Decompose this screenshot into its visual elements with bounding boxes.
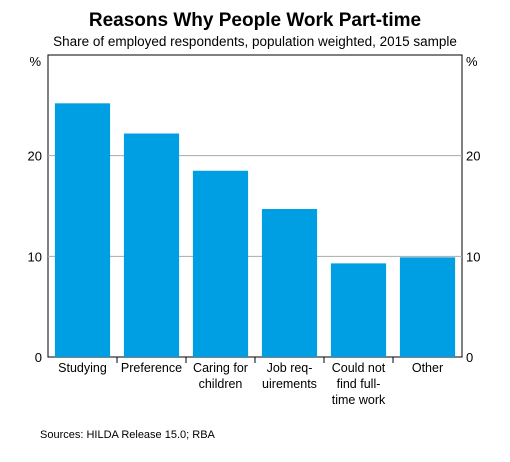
x-tick-label: Preference xyxy=(121,361,182,375)
chart-subtitle: Share of employed respondents, populatio… xyxy=(53,34,457,49)
gridlines xyxy=(48,155,462,257)
x-tick-label: Caring for children xyxy=(193,361,248,391)
y-tick-label-left: 10 xyxy=(28,249,42,264)
bar xyxy=(192,170,249,357)
x-tick-label: Other xyxy=(412,361,443,375)
y-tick-labels: 0 0 10 10 20 20 xyxy=(28,149,481,365)
x-tick-labels: Studying Preference Caring for children Job … xyxy=(58,361,443,407)
chart-title: Reasons Why People Work Part-time xyxy=(89,10,421,31)
x-tick-label: Could not find full-time work xyxy=(332,361,386,407)
y-axis-unit-left: % xyxy=(29,54,41,69)
x-tick-label: Studying xyxy=(58,361,107,375)
bar xyxy=(330,263,387,357)
bar xyxy=(54,103,111,357)
y-tick-label-right: 0 xyxy=(466,350,473,365)
y-axis-unit-right: % xyxy=(466,54,478,69)
y-tick-label-right: 20 xyxy=(466,149,480,164)
tick-marks xyxy=(116,357,394,363)
x-tick-label: Job req-uirements xyxy=(262,361,317,391)
bars xyxy=(54,103,456,357)
y-tick-label-right: 10 xyxy=(466,249,480,264)
y-tick-label-left: 20 xyxy=(28,149,42,164)
y-tick-label-left: 0 xyxy=(35,350,42,365)
bar xyxy=(261,209,318,357)
bar xyxy=(123,133,180,357)
source-note: Sources: HILDA Release 15.0; RBA xyxy=(40,429,216,441)
bar xyxy=(399,257,456,357)
